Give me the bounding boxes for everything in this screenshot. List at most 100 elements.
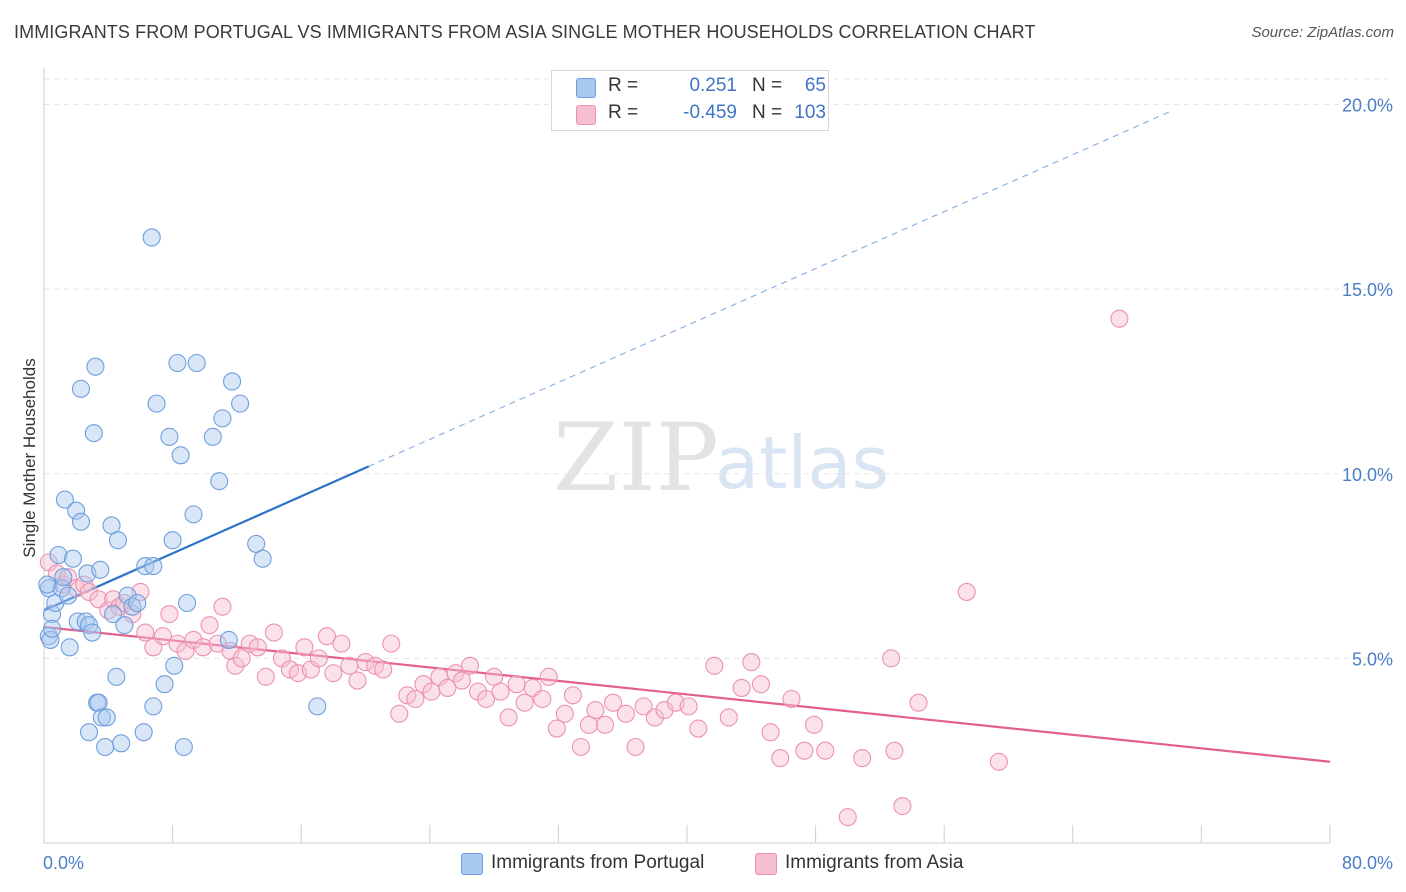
asia-point	[499, 708, 518, 727]
y-tick-label: 5.0%	[1352, 649, 1393, 669]
portugal-point	[55, 490, 74, 509]
asia-point	[547, 719, 566, 738]
series-portugal-points	[38, 228, 327, 757]
asia-point	[563, 686, 582, 705]
asia-point	[732, 678, 751, 697]
gridlines	[44, 78, 1390, 659]
asia-point	[882, 649, 901, 668]
asia-point	[160, 605, 179, 624]
legend: R = 0.251 N = 65 R = -0.459 N = 103	[551, 70, 829, 131]
portugal-point	[42, 605, 62, 624]
portugal-point	[128, 593, 147, 613]
portugal-point	[219, 630, 238, 649]
portugal-point	[49, 545, 68, 565]
portugal-point	[115, 616, 134, 635]
asia-point	[655, 701, 674, 720]
legend-swatch-portugal	[576, 78, 596, 98]
portugal-point	[165, 656, 184, 675]
portugal-point	[54, 568, 73, 587]
trend-line-portugal	[43, 465, 370, 612]
portugal-point	[108, 531, 127, 550]
portugal-point	[134, 723, 153, 742]
y-tick-labels: 5.0% 10.0% 15.0% 20.0%	[1342, 96, 1393, 670]
asia-point	[213, 597, 232, 616]
asia-point	[782, 689, 801, 709]
y-axis-label: Single Mother Households	[20, 358, 39, 557]
asia-point	[194, 638, 213, 657]
asia-point	[539, 667, 558, 686]
asia-point	[742, 653, 761, 672]
legend-r-label: R =	[608, 75, 639, 96]
asia-point	[816, 741, 835, 760]
asia-point	[705, 656, 724, 675]
asia-point	[909, 693, 928, 712]
asia-point	[555, 704, 574, 723]
asia-point	[200, 616, 219, 635]
portugal-point	[171, 446, 190, 465]
portugal-point	[96, 737, 115, 757]
asia-point	[348, 671, 367, 690]
asia-point	[491, 682, 510, 701]
asia-point	[79, 582, 99, 601]
portugal-point	[155, 675, 174, 694]
asia-point	[390, 704, 409, 723]
asia-point	[885, 741, 904, 760]
asia-point	[438, 678, 457, 697]
portugal-point	[86, 357, 105, 376]
asia-point	[989, 752, 1008, 771]
asia-point	[795, 741, 814, 760]
portugal-point	[184, 505, 203, 524]
asia-point	[586, 701, 605, 720]
axes	[43, 68, 1331, 844]
trend-line-asia	[43, 625, 1331, 763]
asia-point	[515, 693, 534, 712]
y-tick-label: 20.0%	[1342, 96, 1393, 116]
portugal-point	[84, 424, 103, 443]
portugal-point	[231, 394, 250, 413]
asia-point	[804, 715, 824, 734]
asia-point	[382, 634, 401, 653]
chart-title: IMMIGRANTS FROM PORTUGAL VS IMMIGRANTS F…	[14, 22, 1036, 42]
y-tick-label: 10.0%	[1342, 465, 1393, 485]
legend-swatch-asia	[576, 105, 596, 125]
asia-point	[295, 638, 314, 657]
portugal-point	[38, 575, 57, 594]
asia-point	[446, 664, 465, 683]
asia-point	[374, 660, 393, 679]
bottom-legend-label-portugal: Immigrants from Portugal	[491, 852, 705, 873]
portugal-point	[42, 619, 62, 638]
asia-point	[634, 697, 653, 716]
asia-point	[1110, 309, 1129, 328]
asia-point	[460, 656, 480, 675]
portugal-point	[210, 472, 229, 491]
portugal-point	[112, 734, 131, 753]
asia-point	[893, 797, 912, 816]
bottom-legend-label-asia: Immigrants from Asia	[785, 852, 964, 873]
portugal-point	[92, 708, 111, 727]
legend-r-value: -0.459	[683, 102, 737, 123]
portugal-point	[178, 593, 197, 613]
portugal-point	[308, 697, 327, 716]
portugal-point	[97, 708, 116, 727]
portugal-point	[168, 353, 187, 373]
portugal-point	[223, 372, 242, 391]
asia-point	[452, 671, 472, 690]
asia-point	[853, 749, 872, 768]
asia-point	[104, 590, 123, 609]
asia-point	[477, 689, 496, 709]
portugal-point	[89, 693, 108, 712]
watermark-zip: ZIP	[553, 404, 719, 513]
asia-point	[719, 708, 738, 727]
asia-point	[616, 704, 635, 723]
portugal-point	[60, 638, 79, 657]
portugal-point	[160, 427, 179, 446]
asia-point	[340, 656, 359, 675]
asia-point	[751, 675, 770, 694]
watermark: ZIP atlas	[553, 404, 889, 513]
portugal-point	[147, 394, 166, 413]
y-tick-label: 15.0%	[1342, 280, 1393, 300]
portugal-point	[144, 557, 163, 576]
asia-point	[595, 715, 615, 734]
asia-point	[324, 664, 343, 683]
